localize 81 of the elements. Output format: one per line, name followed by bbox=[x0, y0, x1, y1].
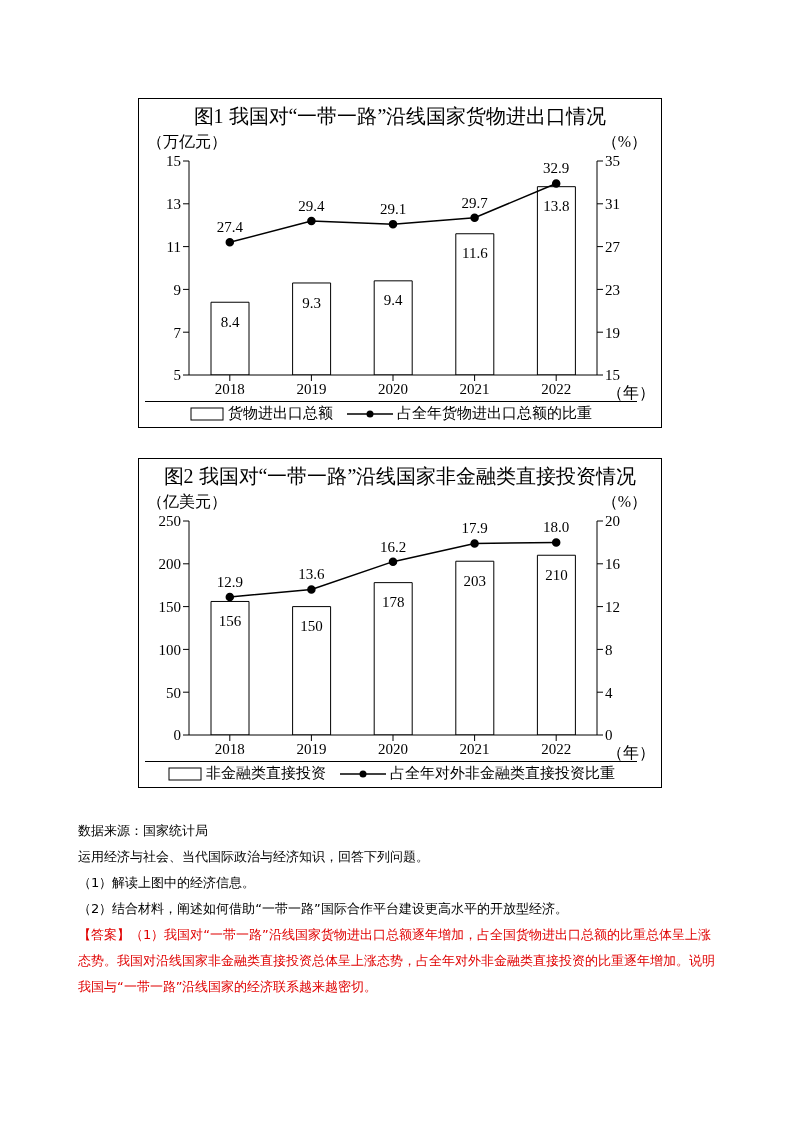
point bbox=[225, 592, 235, 602]
point bbox=[225, 238, 235, 247]
data-label: 156 bbox=[218, 613, 242, 630]
data-label: 178 bbox=[381, 594, 405, 611]
data-label: 16.2 bbox=[379, 538, 407, 555]
text: 运用经济与社会、当代国际政治与经济知识，回答下列问题。 bbox=[78, 848, 430, 866]
y-tick-label: 0 bbox=[173, 727, 181, 744]
data-label: 17.9 bbox=[461, 520, 488, 537]
x-tick-label: 2020 bbox=[378, 380, 408, 397]
x-tick-label: 2022 bbox=[541, 380, 572, 397]
y-tick-label: 50 bbox=[166, 684, 181, 701]
point bbox=[470, 539, 479, 548]
y2-tick-label: 19 bbox=[605, 324, 620, 341]
y2-tick-label: 27 bbox=[605, 238, 621, 255]
y2-tick-label: 8 bbox=[605, 641, 613, 658]
legend-label: 占全年货物进出口总额的比重 bbox=[397, 404, 592, 423]
x-tick-label: 2018 bbox=[214, 380, 245, 397]
chart-title: 图2 我国对“一带一路”沿线国家非金融类直接投资情况 bbox=[162, 464, 638, 489]
chart-title: 图1 我国对“一带一路”沿线国家货物进出口情况 bbox=[192, 104, 608, 129]
y2-tick-label: 15 bbox=[605, 367, 620, 384]
point bbox=[470, 213, 479, 222]
data-label: 27.4 bbox=[216, 219, 244, 236]
text: （2）结合材料，阐述如何借助“一带一路”国际合作平台建设更高水平的开放型经济。 bbox=[78, 900, 569, 918]
x-tick-label: 2021 bbox=[459, 740, 490, 757]
x-tick-label: 2020 bbox=[378, 740, 408, 757]
x-tick-label: 2022 bbox=[541, 740, 572, 757]
y-tick-label: 15 bbox=[166, 153, 181, 170]
data-label: 29.7 bbox=[461, 194, 489, 211]
y2-axis-title: （%） bbox=[601, 132, 648, 152]
legend-label: 货物进出口总额 bbox=[228, 404, 333, 423]
y-tick-label: 200 bbox=[158, 556, 181, 573]
x-tick-label: 2021 bbox=[459, 380, 490, 397]
y-tick-label: 11 bbox=[166, 238, 181, 255]
point bbox=[551, 538, 561, 547]
data-label: 29.1 bbox=[379, 201, 407, 218]
legend-label: 占全年对外非金融类直接投资比重 bbox=[389, 764, 615, 783]
point bbox=[307, 216, 316, 226]
y2-tick-label: 35 bbox=[605, 153, 620, 170]
y2-tick-label: 20 bbox=[605, 513, 620, 530]
text: （1）解读上图中的经济信息。 bbox=[78, 874, 257, 892]
point bbox=[551, 179, 561, 188]
y2-axis-title: （%） bbox=[601, 492, 648, 512]
y-tick-label: 100 bbox=[158, 641, 181, 658]
data-label: 32.9 bbox=[543, 160, 570, 177]
y2-tick-label: 4 bbox=[605, 684, 613, 701]
data-label: 18.0 bbox=[543, 519, 570, 536]
data-label: 12.9 bbox=[216, 573, 243, 590]
x-tick-label: 2019 bbox=[296, 380, 327, 397]
data-label: 13.8 bbox=[543, 198, 570, 215]
x-axis-title: （年） bbox=[607, 383, 655, 403]
y-tick-label: 9 bbox=[173, 281, 181, 298]
y-tick-label: 13 bbox=[166, 196, 181, 213]
legend-label: 非金融类直接投资 bbox=[205, 764, 326, 783]
data-label: 210 bbox=[545, 566, 568, 583]
point bbox=[388, 219, 398, 229]
y2-tick-label: 23 bbox=[605, 281, 620, 298]
data-label: 29.4 bbox=[298, 197, 326, 214]
point bbox=[388, 557, 398, 566]
text: 【答案】（1）我国对“一带一路”沿线国家货物进出口总额逐年增加，占全国货物进出口总额的比重总体呈上涨态势。我国对沿线国家非金融类直接投资总体呈上涨态势，占全年对外非金融类直接投资的比重逐年增加。说明我国与“一带一路”沿线国家的经济联系越来越密切。 bbox=[78, 926, 716, 996]
y2-tick-label: 16 bbox=[605, 556, 621, 573]
y2-tick-label: 12 bbox=[605, 598, 620, 615]
data-label: 150 bbox=[300, 618, 323, 635]
data-label: 8.4 bbox=[220, 313, 240, 330]
y-tick-label: 250 bbox=[158, 513, 181, 530]
data-label: 13.6 bbox=[298, 566, 326, 583]
y-tick-label: 7 bbox=[173, 324, 182, 341]
source-note: 数据来源：国家统计局 bbox=[78, 822, 209, 840]
x-tick-label: 2018 bbox=[214, 740, 245, 757]
y2-tick-label: 31 bbox=[605, 196, 620, 213]
x-tick-label: 2019 bbox=[296, 740, 327, 757]
y-axis-title: （亿美元） bbox=[147, 492, 227, 512]
data-label: 203 bbox=[463, 572, 487, 589]
y-tick-label: 150 bbox=[158, 598, 181, 615]
data-label: 9.4 bbox=[383, 292, 404, 309]
y-tick-label: 5 bbox=[173, 367, 181, 384]
y2-tick-label: 0 bbox=[605, 727, 613, 744]
data-label: 11.6 bbox=[461, 245, 489, 262]
point bbox=[307, 585, 316, 594]
data-label: 9.3 bbox=[302, 294, 321, 311]
y-axis-title: （万亿元） bbox=[147, 132, 227, 152]
x-axis-title: （年） bbox=[607, 743, 655, 763]
